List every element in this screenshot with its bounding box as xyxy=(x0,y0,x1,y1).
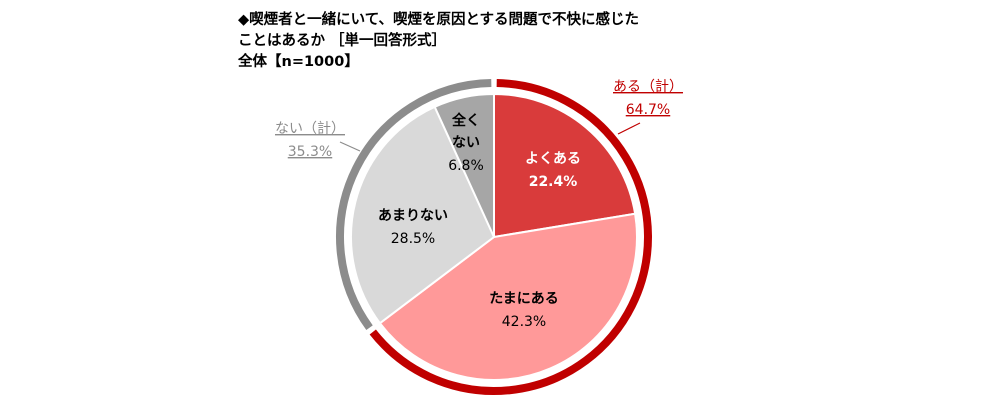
slice-value-amarinai: 28.5% xyxy=(391,231,435,247)
nai-leader-line xyxy=(339,141,361,152)
chart-title: ◆喫煙者と一緒にいて、喫煙を原因とする問題で不快に感じた ことはあるか ［単一回… xyxy=(238,10,639,73)
group-value-aru: 64.7% xyxy=(626,102,670,118)
pie-slices xyxy=(350,92,638,381)
slice-yokuaru xyxy=(493,92,637,239)
aru-leader-line xyxy=(617,122,641,135)
group-ring xyxy=(336,79,652,395)
slice-mattakunai xyxy=(433,92,495,238)
slice-value-mattakunai: 6.8% xyxy=(448,158,484,174)
title-line-1: ◆喫煙者と一緒にいて、喫煙を原因とする問題で不快に感じた xyxy=(238,12,640,28)
slice-label-mattakunai-line2: ない xyxy=(452,135,480,151)
slice-label-mattakunai-line1: 全く xyxy=(451,112,480,129)
ring-arc-aru xyxy=(369,79,652,395)
group-value-nai: 35.3% xyxy=(288,144,332,160)
slice-label-yokuaru: よくある xyxy=(525,151,581,167)
slice-amarinai xyxy=(350,105,496,325)
title-line-2: ことはあるか ［単一回答形式］ xyxy=(238,33,447,49)
title-line-3: 全体【n=1000】 xyxy=(238,54,359,70)
group-annotations: ある（計） 64.7% ない（計） 35.3% xyxy=(275,79,683,160)
slice-label-amarinai: あまりない xyxy=(378,208,448,224)
slice-value-yokuaru: 22.4% xyxy=(529,174,578,190)
group-label-nai: ない（計） xyxy=(275,121,345,137)
slice-tamaniaru xyxy=(378,212,638,381)
slice-value-tamaniaru: 42.3% xyxy=(502,314,546,330)
ring-arc-nai xyxy=(336,79,492,331)
group-label-aru: ある（計） xyxy=(613,79,683,95)
slice-label-tamaniaru: たまにある xyxy=(489,291,559,307)
slice-labels: よくある 22.4% たまにある 42.3% あまりない 28.5% 全く ない… xyxy=(378,112,581,330)
